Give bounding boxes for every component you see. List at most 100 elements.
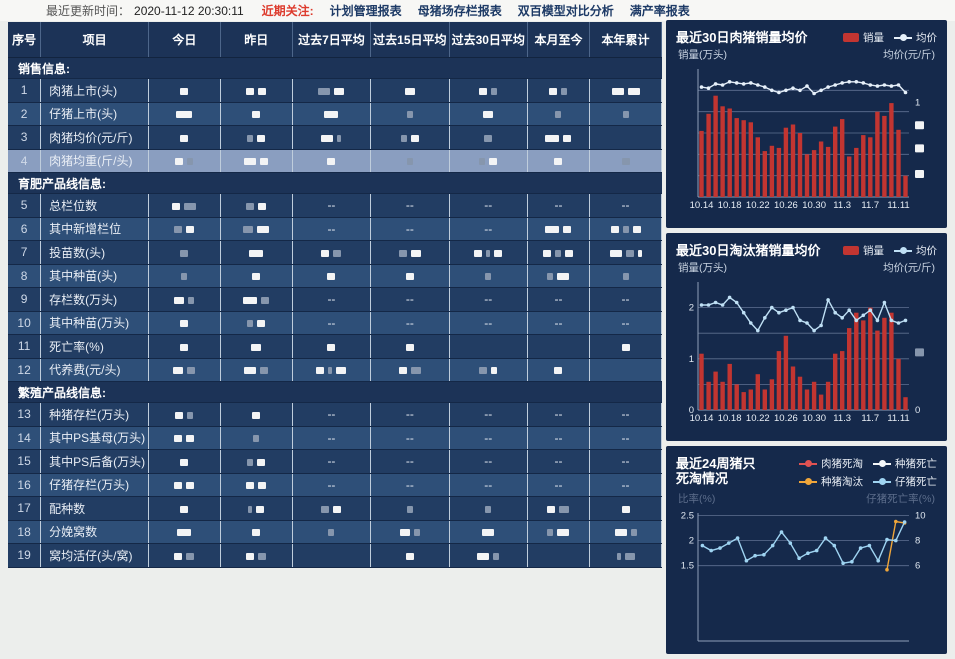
table-row[interactable]: 9 存栏数(万头) -- -- -- -- -- bbox=[8, 287, 662, 312]
table-header: 序号 项目 今日 昨日 过去7日平均 过去15日平均 过去30日平均 本月至今 本年累计 bbox=[8, 22, 662, 58]
data-cell bbox=[220, 543, 293, 568]
table-row[interactable]: 10 其中种苗(万头) -- -- -- -- -- bbox=[8, 311, 662, 335]
data-cell bbox=[148, 78, 221, 103]
data-cell: -- bbox=[370, 217, 450, 241]
data-cell bbox=[370, 496, 450, 521]
redacted-value bbox=[258, 202, 267, 210]
redacted-value bbox=[486, 249, 491, 257]
menu-item-capacity-report[interactable]: 满产率报表 bbox=[629, 4, 690, 18]
redacted-value bbox=[260, 158, 269, 166]
legend-item-仔猪死亡[interactable]: 仔猪死亡 bbox=[873, 474, 937, 489]
legend-label: 种猪死亡 bbox=[895, 458, 937, 470]
redacted-value bbox=[175, 411, 184, 419]
redacted-value bbox=[405, 343, 414, 351]
section-row[interactable]: 繁殖产品线信息: bbox=[8, 381, 662, 403]
legend-label: 种猪淘汰 bbox=[821, 476, 863, 488]
redacted-value bbox=[406, 158, 413, 166]
section-row[interactable]: 销售信息: bbox=[8, 57, 662, 79]
svg-text:10.14: 10.14 bbox=[690, 200, 714, 211]
redacted-value bbox=[180, 249, 189, 257]
table-row[interactable]: 2 仔猪上市(头) bbox=[8, 102, 662, 126]
redacted-value bbox=[621, 505, 630, 513]
death-cull-chart: 1.5 2 2.5 6 8 10 bbox=[681, 511, 926, 642]
legend-label: 销量 bbox=[863, 32, 884, 44]
redacted-value bbox=[327, 273, 336, 281]
redacted-value bbox=[246, 202, 255, 210]
table-row[interactable]: 7 投苗数(头) bbox=[8, 240, 662, 265]
column-header: 本月至今 bbox=[527, 22, 591, 58]
data-cell bbox=[527, 334, 591, 359]
redacted-value bbox=[186, 226, 195, 234]
redacted-value bbox=[621, 343, 630, 351]
table-row[interactable]: 8 其中种苗(头) bbox=[8, 264, 662, 288]
table-row[interactable]: 1 肉猪上市(头) bbox=[8, 78, 662, 103]
table-row[interactable]: 19 窝均活仔(头/窝) bbox=[8, 543, 662, 568]
row-number: 5 bbox=[8, 193, 42, 218]
row-number: 13 bbox=[8, 402, 42, 427]
legend-item-均价[interactable]: 均价 bbox=[894, 30, 937, 45]
row-item-label: 分娩窝数 bbox=[40, 520, 149, 544]
redacted-value bbox=[172, 202, 181, 210]
svg-text:10.30: 10.30 bbox=[802, 413, 826, 424]
data-cell: -- bbox=[589, 473, 662, 497]
legend-item-种猪死亡[interactable]: 种猪死亡 bbox=[873, 456, 937, 471]
redacted-value bbox=[174, 226, 183, 234]
legend-item-种猪淘汰[interactable]: 种猪淘汰 bbox=[799, 474, 863, 489]
svg-text:11.3: 11.3 bbox=[833, 200, 851, 211]
row-item-label: 投苗数(头) bbox=[40, 240, 149, 265]
data-cell bbox=[527, 496, 591, 521]
table-row[interactable]: 4 肉猪均重(斤/头) bbox=[8, 149, 662, 173]
redacted-value bbox=[410, 249, 421, 257]
legend-item-销量[interactable]: 销量 bbox=[843, 243, 884, 258]
redacted-value bbox=[186, 435, 195, 443]
menu-item-sow-farm-report[interactable]: 母猪场存栏报表 bbox=[417, 4, 502, 18]
legend-bar-swatch bbox=[843, 33, 859, 42]
table-row[interactable]: 13 种猪存栏(万头) -- -- -- -- -- bbox=[8, 402, 662, 427]
table-row[interactable]: 16 仔猪存栏(万头) -- -- -- -- -- bbox=[8, 473, 662, 497]
table-row[interactable]: 17 配种数 bbox=[8, 496, 662, 521]
left-axis-label: 销量(万头) bbox=[678, 49, 727, 61]
table-row[interactable]: 3 肉猪均价(元/斤) bbox=[8, 125, 662, 150]
section-row[interactable]: 育肥产品线信息: bbox=[8, 172, 662, 194]
svg-text:10.22: 10.22 bbox=[746, 200, 770, 211]
data-cell bbox=[220, 311, 293, 335]
right-axis-label: 仔猪死亡率(%) bbox=[866, 493, 935, 505]
redacted-value bbox=[400, 134, 407, 142]
data-cell bbox=[220, 402, 293, 427]
redacted-value bbox=[261, 296, 270, 304]
table-row[interactable]: 6 其中新增栏位 -- -- -- bbox=[8, 217, 662, 241]
legend-item-销量[interactable]: 销量 bbox=[843, 30, 884, 45]
redacted-value bbox=[479, 367, 488, 375]
chart-card-cull-sales-price: 最近30日淘汰猪销量均价 销量 均价 销量(万头) 均价(元/斤) 10.14 10… bbox=[666, 233, 947, 441]
data-cell bbox=[292, 520, 372, 544]
redacted-value bbox=[485, 505, 492, 513]
data-cell bbox=[292, 334, 372, 359]
menu-item-model-compare[interactable]: 双百模型对比分析 bbox=[517, 4, 614, 18]
legend-dot bbox=[900, 34, 907, 41]
data-cell bbox=[220, 193, 293, 218]
legend-item-均价[interactable]: 均价 bbox=[894, 243, 937, 258]
redacted-value bbox=[624, 552, 635, 560]
table-row[interactable]: 18 分娩窝数 bbox=[8, 520, 662, 544]
svg-text:8: 8 bbox=[915, 536, 920, 547]
redacted-value bbox=[247, 458, 254, 466]
redacted-value bbox=[554, 158, 563, 166]
legend-item-肉猪死淘[interactable]: 肉猪死淘 bbox=[799, 456, 863, 471]
menu-item-plan-report[interactable]: 计划管理报表 bbox=[329, 4, 402, 18]
section-label: 销售信息: bbox=[8, 57, 662, 79]
data-cell: -- bbox=[370, 449, 450, 474]
svg-text:11.11: 11.11 bbox=[887, 200, 909, 211]
svg-text:10.30: 10.30 bbox=[802, 200, 826, 211]
table-row[interactable]: 15 其中PS后备(万头) -- -- -- -- -- bbox=[8, 449, 662, 474]
data-cell: -- bbox=[370, 287, 450, 312]
data-cell bbox=[148, 217, 221, 241]
table-row[interactable]: 12 代养费(元/头) bbox=[8, 358, 662, 382]
table-row[interactable]: 11 死亡率(%) bbox=[8, 334, 662, 359]
row-item-label: 肉猪上市(头) bbox=[40, 78, 149, 103]
chart-title: 最近30日淘汰猪销量均价 bbox=[676, 243, 821, 258]
data-cell bbox=[220, 240, 293, 265]
table-row[interactable]: 14 其中PS基母(万头) -- -- -- -- -- bbox=[8, 426, 662, 450]
redacted-value bbox=[318, 87, 331, 95]
table-row[interactable]: 5 总栏位数 -- -- -- -- -- bbox=[8, 193, 662, 218]
data-cell bbox=[589, 520, 662, 544]
